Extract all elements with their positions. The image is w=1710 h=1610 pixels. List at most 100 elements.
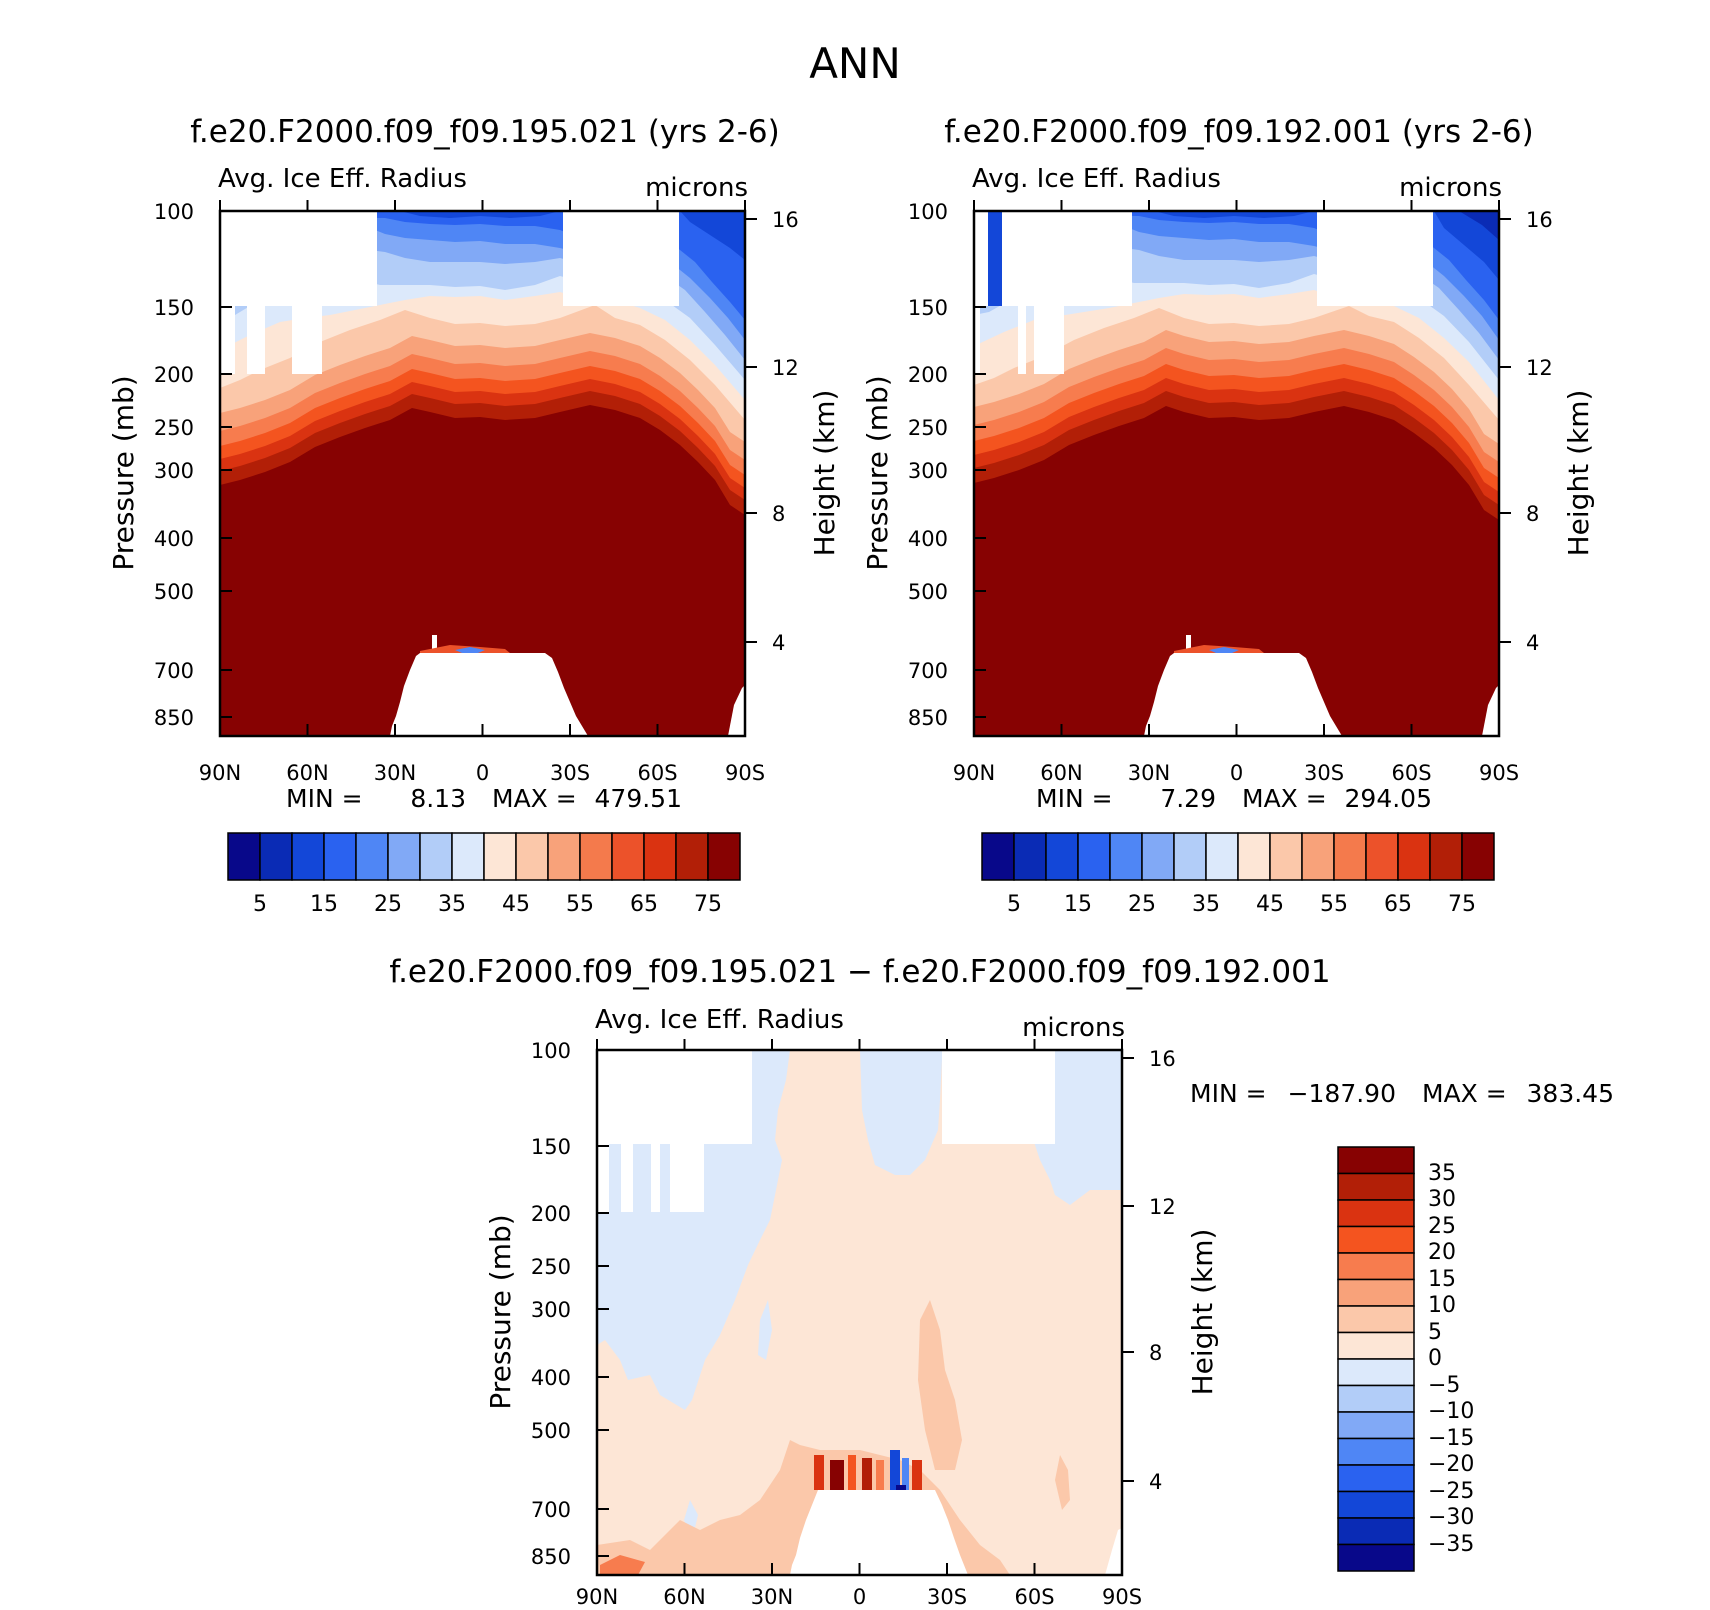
colorbar-swatch — [981, 832, 1015, 881]
colorbar-label: −20 — [1428, 1452, 1474, 1477]
x-tick-label: 60S — [1391, 761, 1431, 785]
x-tick-label: 90S — [1102, 1585, 1142, 1609]
y-tick-label: 150 — [908, 296, 948, 320]
colorbar-swatch — [1461, 832, 1495, 881]
panel-right-y-ticks — [974, 210, 1511, 718]
y-tick-label: 500 — [531, 1419, 571, 1443]
y-tick-label: 250 — [908, 416, 948, 440]
max-value: 294.05 — [1345, 784, 1432, 813]
colorbar-swatch — [1337, 1199, 1415, 1228]
panel-left-y-ticks — [220, 210, 757, 718]
colorbar-swatch — [1337, 1411, 1415, 1440]
x-tick-label: 60N — [286, 761, 328, 785]
min-label: MIN = — [286, 784, 363, 813]
colorbar-swatch — [1337, 1543, 1415, 1572]
colorbar-swatch — [1237, 832, 1271, 881]
colorbar-swatch — [1337, 1517, 1415, 1546]
y-tick-label: 100 — [531, 1039, 571, 1063]
max-value: 479.51 — [595, 784, 682, 813]
mountain-fringe-blue — [1209, 647, 1239, 653]
colorbar-left — [227, 832, 741, 881]
colorbar-swatch — [515, 832, 549, 881]
colorbar-label: 25 — [1128, 892, 1156, 917]
y-tick-label: 300 — [908, 459, 948, 483]
colorbar-label: 25 — [1428, 1214, 1456, 1239]
colorbar-swatch — [291, 832, 325, 881]
colorbar-swatch — [451, 832, 485, 881]
y-right-tick-label: 16 — [1149, 1047, 1176, 1071]
colorbar-swatch — [1337, 1331, 1415, 1360]
y-right-axis-label: Height (km) — [1562, 390, 1595, 557]
colorbar-swatch — [419, 832, 453, 881]
x-tick-label: 90S — [1479, 761, 1519, 785]
colorbar-swatch — [387, 832, 421, 881]
colorbar-label: 75 — [1448, 892, 1476, 917]
colorbar-label: 35 — [1428, 1161, 1456, 1186]
colorbar-swatch — [1013, 832, 1047, 881]
colorbar-label: 15 — [1428, 1267, 1456, 1292]
y-tick-label: 500 — [154, 580, 194, 604]
y-tick-label: 700 — [154, 659, 194, 683]
colorbar-swatch — [1337, 1225, 1415, 1254]
y-right-tick-label: 8 — [1526, 502, 1539, 526]
x-tick-label: 0 — [476, 761, 489, 785]
x-tick-label: 90N — [953, 761, 995, 785]
colorbar-swatch — [1301, 832, 1335, 881]
panel-diff-units: microns — [1022, 1013, 1125, 1043]
mountain-anomalies — [814, 1450, 922, 1490]
panel-diff: f.e20.F2000.f09_f09.195.021 − f.e20.F200… — [389, 954, 1614, 1609]
colorbar-swatch — [1337, 1437, 1415, 1466]
negative-blob — [758, 1300, 772, 1360]
y-tick-label: 100 — [154, 200, 194, 224]
colorbar-swatch — [259, 832, 293, 881]
contour-neg30 — [988, 211, 1499, 306]
x-tick-label: 30N — [1128, 761, 1170, 785]
colorbar-swatch — [1337, 1172, 1415, 1201]
panel-diff-x-ticks — [596, 1039, 1123, 1575]
y-tick-label: 850 — [531, 1545, 571, 1569]
x-tick-label: 90S — [725, 761, 765, 785]
colorbar-swatch — [323, 832, 357, 881]
contour-neg30 — [400, 211, 745, 260]
y-right-axis-label: Height (km) — [808, 390, 841, 557]
y-tick-label: 500 — [908, 580, 948, 604]
colorbar-label: 25 — [374, 892, 402, 917]
x-tick-label: 60S — [637, 761, 677, 785]
x-tick-label: 60N — [1040, 761, 1082, 785]
colorbar-swatch — [611, 832, 645, 881]
y-tick-label: 300 — [531, 1298, 571, 1322]
y-tick-label: 250 — [531, 1255, 571, 1279]
x-tick-label: 90N — [199, 761, 241, 785]
panel-left-field — [220, 211, 745, 736]
colorbar-label: 5 — [253, 892, 267, 917]
colorbar-swatch — [547, 832, 581, 881]
colorbar-swatch — [675, 832, 709, 881]
y-tick-label: 400 — [154, 527, 194, 551]
colorbar-swatch — [1365, 832, 1399, 881]
colorbar-swatch — [1429, 832, 1463, 881]
colorbar-diff — [1337, 1146, 1415, 1572]
colorbar-label: −5 — [1428, 1373, 1460, 1398]
colorbar-label: 30 — [1428, 1187, 1456, 1212]
colorbar-label: 45 — [1256, 892, 1284, 917]
colorbar-swatch — [1077, 832, 1111, 881]
page-title: ANN — [809, 39, 901, 88]
max-label: MAX = — [1242, 784, 1327, 813]
x-tick-label: 0 — [853, 1585, 866, 1609]
colorbar-swatch — [1205, 832, 1239, 881]
y-right-axis-label: Height (km) — [1186, 1229, 1219, 1396]
colorbar-label: 65 — [1384, 892, 1412, 917]
y-tick-label: 400 — [531, 1366, 571, 1390]
min-value: −187.90 — [1288, 1079, 1396, 1108]
colorbar-label: 5 — [1007, 892, 1021, 917]
max-label: MAX = — [492, 784, 577, 813]
x-tick-label: 0 — [1230, 761, 1243, 785]
colorbar-right — [981, 832, 1495, 881]
negative-blob — [684, 1500, 698, 1540]
colorbar-label: 55 — [1320, 892, 1348, 917]
min-value: 8.13 — [410, 784, 466, 813]
mountain-fringe-blue — [455, 647, 485, 653]
negative-region-top — [800, 1050, 942, 1175]
y-right-tick-label: 8 — [772, 502, 785, 526]
missing-data — [220, 211, 745, 736]
